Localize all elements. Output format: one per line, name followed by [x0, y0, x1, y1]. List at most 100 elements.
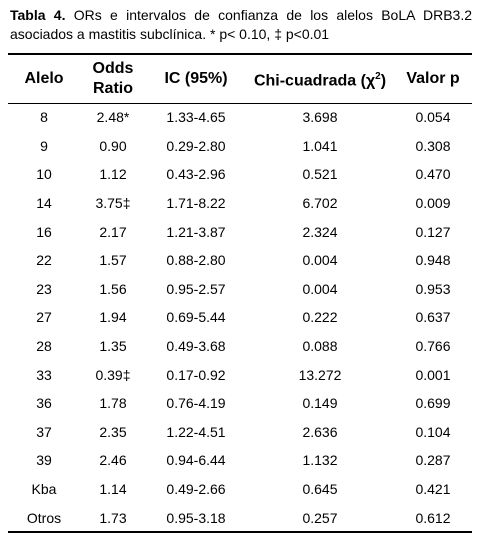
header-valor-p: Valor p [406, 70, 460, 87]
header-chi-symbol: χ [365, 72, 376, 90]
cell-ic: 0.95-2.57 [166, 280, 226, 297]
table-row: 9 0.90 0.29-2.80 1.041 0.308 [8, 132, 472, 161]
table-row: 36 1.78 0.76-4.19 0.149 0.699 [8, 389, 472, 418]
cell-ic: 0.29-2.80 [166, 137, 226, 154]
cell-alelo: 10 [36, 166, 52, 183]
cell-valor-p: 0.699 [415, 395, 451, 412]
cell-valor-p: 0.766 [415, 338, 451, 355]
cell-valor-p: 0.104 [415, 423, 451, 440]
cell-odds-ratio: 1.35 [99, 338, 127, 355]
cell-ic: 0.17-0.92 [166, 366, 226, 383]
cell-valor-p: 0.953 [415, 280, 451, 297]
cell-alelo: 22 [36, 252, 52, 269]
table-row: 8 2.48* 1.33-4.65 3.698 0.054 [8, 103, 472, 132]
cell-chi-cuadrada: 2.636 [302, 423, 338, 440]
cell-valor-p: 0.470 [415, 166, 451, 183]
caption-text: ORs e intervalos de confianza de los ale… [10, 7, 472, 42]
cell-odds-ratio: 2.17 [99, 223, 127, 240]
cell-odds-ratio: 1.14 [99, 481, 127, 498]
header-odds-line2: Ratio [93, 80, 133, 97]
cell-ic: 0.49-3.68 [166, 338, 226, 355]
cell-alelo: 27 [36, 309, 52, 326]
cell-valor-p: 0.948 [415, 252, 451, 269]
cell-ic: 1.22-4.51 [166, 423, 226, 440]
cell-alelo: 14 [36, 195, 52, 212]
table-bottom-rule [8, 531, 472, 533]
cell-odds-ratio: 0.90 [99, 137, 127, 154]
cell-odds-ratio: 1.56 [99, 280, 127, 297]
cell-odds-ratio: 2.48* [96, 109, 130, 126]
cell-ic: 1.33-4.65 [166, 109, 226, 126]
header-chi-cuadrada: Chi-cuadrada (χ2) [246, 55, 394, 103]
cell-valor-p: 0.009 [415, 195, 451, 212]
header-odds-line1: Odds [92, 60, 134, 77]
cell-valor-p: 0.127 [415, 223, 451, 240]
cell-chi-cuadrada: 1.041 [302, 137, 338, 154]
table-row: Otros 1.73 0.95-3.18 0.257 0.612 [8, 503, 472, 532]
cell-alelo: 36 [36, 395, 52, 412]
table-row: 28 1.35 0.49-3.68 0.088 0.766 [8, 332, 472, 361]
cell-odds-ratio: 0.39‡ [95, 366, 131, 383]
cell-alelo: 23 [36, 280, 52, 297]
cell-ic: 1.71-8.22 [166, 195, 226, 212]
table-header-row: Alelo Odds Ratio IC (95%) Chi-cuadrada (χ… [8, 55, 472, 103]
cell-valor-p: 0.421 [415, 481, 451, 498]
cell-ic: 0.88-2.80 [166, 252, 226, 269]
cell-ic: 0.76-4.19 [166, 395, 226, 412]
cell-valor-p: 0.612 [415, 509, 451, 526]
cell-chi-cuadrada: 6.702 [302, 195, 338, 212]
cell-odds-ratio: 1.12 [99, 166, 127, 183]
cell-alelo: Otros [26, 509, 62, 526]
cell-odds-ratio: 1.73 [99, 509, 127, 526]
cell-chi-cuadrada: 3.698 [302, 109, 338, 126]
cell-ic: 1.21-3.87 [166, 223, 226, 240]
cell-valor-p: 0.637 [415, 309, 451, 326]
cell-chi-cuadrada: 0.645 [302, 481, 338, 498]
cell-alelo: 33 [36, 366, 52, 383]
cell-chi-cuadrada: 0.222 [302, 309, 338, 326]
cell-chi-cuadrada: 13.272 [298, 366, 342, 383]
cell-odds-ratio: 1.57 [99, 252, 127, 269]
cell-ic: 0.43-2.96 [166, 166, 226, 183]
table-header-rule [8, 103, 472, 104]
cell-alelo: Kba [31, 481, 57, 498]
cell-valor-p: 0.287 [415, 452, 451, 469]
cell-odds-ratio: 1.78 [99, 395, 127, 412]
table-row: 23 1.56 0.95-2.57 0.004 0.953 [8, 275, 472, 304]
cell-alelo: 8 [40, 109, 48, 126]
cell-chi-cuadrada: 0.149 [302, 395, 338, 412]
caption-label: Tabla 4. [10, 7, 66, 23]
table-top-rule [8, 53, 472, 55]
cell-valor-p: 0.308 [415, 137, 451, 154]
table-body: 8 2.48* 1.33-4.65 3.698 0.054 9 0.90 0.29-2.80 1… [8, 103, 472, 532]
table-row: 27 1.94 0.69-5.44 0.222 0.637 [8, 303, 472, 332]
cell-valor-p: 0.001 [415, 366, 451, 383]
table-row: 37 2.35 1.22-4.51 2.636 0.104 [8, 418, 472, 447]
header-odds-ratio: Odds Ratio [80, 55, 146, 103]
cell-chi-cuadrada: 0.088 [302, 338, 338, 355]
cell-ic: 0.95-3.18 [166, 509, 226, 526]
cell-odds-ratio: 2.46 [99, 452, 127, 469]
table-row: 33 0.39‡ 0.17-0.92 13.272 0.001 [8, 360, 472, 389]
table-row: 22 1.57 0.88-2.80 0.004 0.948 [8, 246, 472, 275]
cell-alelo: 37 [36, 423, 52, 440]
cell-chi-cuadrada: 0.004 [302, 280, 338, 297]
cell-alelo: 28 [36, 338, 52, 355]
cell-alelo: 16 [36, 223, 52, 240]
cell-chi-cuadrada: 0.257 [302, 509, 338, 526]
table-row: Kba 1.14 0.49-2.66 0.645 0.421 [8, 475, 472, 504]
table-row: 39 2.46 0.94-6.44 1.132 0.287 [8, 446, 472, 475]
data-table: Alelo Odds Ratio IC (95%) Chi-cuadrada (χ… [8, 55, 472, 532]
cell-chi-cuadrada: 0.004 [302, 252, 338, 269]
table-row: 16 2.17 1.21-3.87 2.324 0.127 [8, 217, 472, 246]
header-chi-prefix: Chi-cuadrada ( [253, 72, 366, 90]
table-row: 10 1.12 0.43-2.96 0.521 0.470 [8, 160, 472, 189]
header-chi-sup: 2 [375, 70, 381, 82]
table-row: 14 3.75‡ 1.71-8.22 6.702 0.009 [8, 189, 472, 218]
cell-chi-cuadrada: 2.324 [302, 223, 338, 240]
cell-valor-p: 0.054 [415, 109, 451, 126]
cell-alelo: 9 [40, 137, 48, 154]
cell-odds-ratio: 1.94 [99, 309, 127, 326]
cell-odds-ratio: 2.35 [99, 423, 127, 440]
